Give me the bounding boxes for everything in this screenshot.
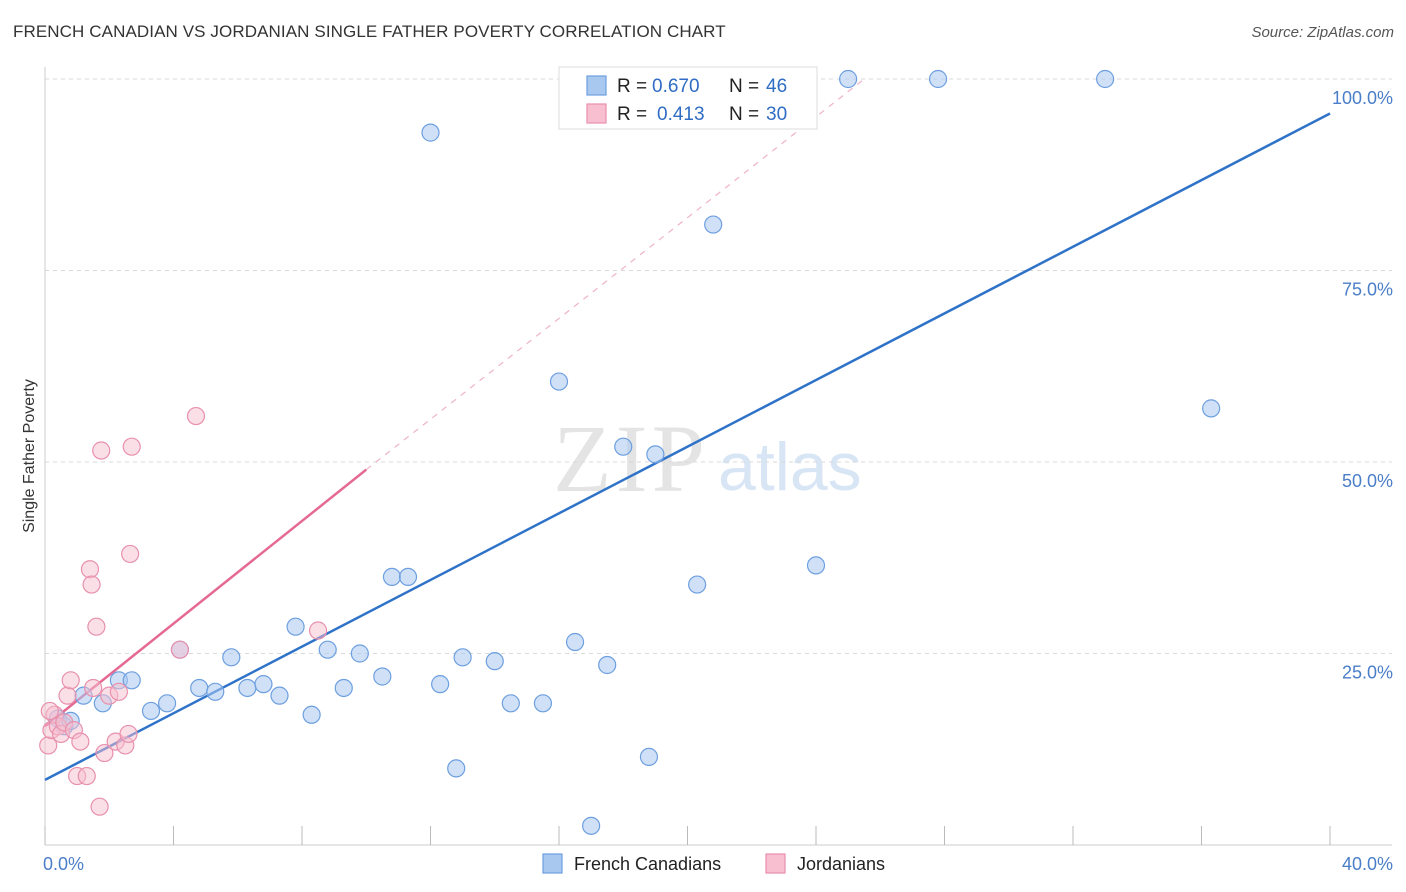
legend-n-value-pink: 30 — [766, 104, 787, 125]
bottom-legend-label-blue: French Canadians — [574, 854, 721, 874]
legend-n-label-blue: N = — [729, 76, 759, 97]
data-point-french-canadians — [286, 617, 305, 636]
data-point-french-canadians — [839, 69, 858, 89]
watermark-atlas: atlas — [718, 429, 862, 505]
grid-lines — [45, 78, 1392, 654]
data-point-jordanians — [61, 671, 80, 690]
data-point-french-canadians — [254, 675, 273, 694]
data-point-french-canadians — [157, 694, 177, 713]
data-point-jordanians — [308, 621, 328, 640]
y-tick-label: 100.0% — [1332, 88, 1393, 108]
legend-swatch-blue — [586, 75, 607, 96]
data-point-french-canadians — [382, 567, 402, 587]
data-point-french-canadians — [302, 705, 321, 724]
data-point-french-canadians — [806, 556, 826, 575]
y-tick-label: 75.0% — [1342, 280, 1393, 300]
x-tick-label-min: 0.0% — [43, 854, 84, 874]
data-point-french-canadians — [928, 69, 948, 89]
y-axis-label: Single Father Poverty — [21, 379, 38, 533]
legend-r-label-blue: R = — [617, 76, 647, 97]
chart-title: FRENCH CANADIAN VS JORDANIAN SINGLE FATH… — [13, 22, 726, 41]
data-point-french-canadians — [1096, 69, 1115, 89]
data-point-jordanians — [170, 640, 190, 659]
data-point-french-canadians — [549, 372, 569, 391]
data-point-french-canadians — [1202, 399, 1221, 418]
data-point-french-canadians — [565, 632, 585, 652]
data-point-jordanians — [71, 732, 90, 751]
data-point-french-canadians — [222, 648, 241, 667]
legend-r-value-blue: 0.670 — [652, 76, 700, 97]
data-point-jordanians — [92, 441, 111, 460]
data-point-french-canadians — [598, 655, 617, 675]
data-point-jordanians — [109, 682, 128, 701]
data-point-french-canadians — [431, 675, 450, 694]
source-label: Source: ZipAtlas.com — [1251, 24, 1394, 41]
data-point-french-canadians — [334, 678, 353, 698]
data-point-french-canadians — [688, 575, 707, 594]
data-point-jordanians — [84, 678, 103, 698]
data-point-french-canadians — [447, 759, 466, 778]
tick-labels: 25.0% 50.0% 75.0% 100.0% 0.0% 40.0% — [43, 88, 1393, 874]
data-point-jordanians — [186, 406, 206, 426]
data-point-french-canadians — [646, 445, 665, 464]
data-point-french-canadians — [501, 694, 520, 713]
bottom-legend: French Canadians Jordanians — [542, 853, 885, 874]
y-tick-label: 25.0% — [1342, 663, 1393, 683]
x-tick-label-max: 40.0% — [1342, 854, 1393, 874]
data-point-french-canadians — [485, 652, 504, 671]
data-point-french-canadians — [190, 678, 209, 698]
data-point-jordanians — [87, 617, 106, 636]
trend-line-french-canadians — [44, 112, 1331, 781]
data-point-jordanians — [90, 797, 109, 816]
data-point-jordanians — [77, 766, 96, 786]
data-point-french-canadians — [614, 437, 633, 456]
data-point-french-canadians — [122, 671, 141, 690]
data-point-french-canadians — [453, 648, 472, 667]
legend-n-value-blue: 46 — [766, 76, 787, 97]
axes — [44, 67, 1392, 846]
data-point-french-canadians — [238, 678, 257, 698]
trend-extension-jordanians — [365, 78, 865, 471]
data-point-french-canadians — [704, 215, 723, 234]
data-point-jordanians — [95, 743, 114, 763]
data-point-jordanians — [122, 437, 141, 456]
data-point-french-canadians — [206, 682, 225, 701]
legend: R = 0.670 N = 46 R = 0.413 N = 30 — [558, 66, 818, 130]
data-point-french-canadians — [421, 123, 440, 142]
data-point-jordanians — [58, 686, 77, 705]
data-point-french-canadians — [398, 567, 418, 587]
data-point-french-canadians — [318, 640, 337, 659]
data-point-french-canadians — [350, 644, 369, 663]
data-point-french-canadians — [639, 747, 659, 767]
data-point-french-canadians — [270, 686, 289, 705]
data-point-jordanians — [121, 544, 140, 564]
data-point-jordanians — [80, 560, 100, 579]
legend-swatch-pink — [586, 103, 607, 124]
data-point-french-canadians — [373, 667, 392, 686]
data-point-jordanians — [82, 575, 101, 594]
y-tick-label: 50.0% — [1342, 471, 1393, 491]
data-point-french-canadians — [582, 816, 601, 835]
bottom-legend-label-pink: Jordanians — [797, 854, 885, 874]
legend-r-label-pink: R = — [617, 104, 647, 125]
data-point-french-canadians — [141, 701, 161, 721]
series-jordanians — [39, 406, 328, 816]
data-point-jordanians — [40, 701, 59, 721]
legend-n-label-pink: N = — [729, 104, 759, 125]
legend-r-value-pink: 0.413 — [657, 104, 705, 125]
data-point-french-canadians — [533, 694, 553, 713]
bottom-legend-swatch-pink — [765, 853, 786, 874]
watermark-zip: ZIP — [553, 405, 709, 512]
data-point-jordanians — [119, 724, 138, 744]
bottom-legend-swatch-blue — [542, 853, 563, 874]
